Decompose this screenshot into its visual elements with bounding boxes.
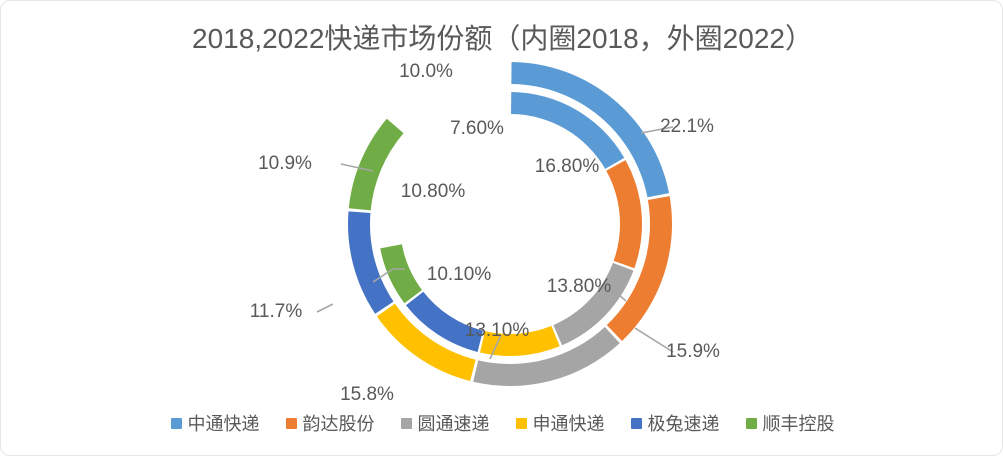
data-label-outer-yunda: 15.9% <box>666 341 720 362</box>
slice-5[interactable] <box>380 244 423 304</box>
slice-1[interactable] <box>606 196 672 342</box>
slice-4[interactable] <box>405 291 483 352</box>
data-label-inner-yunda: 13.80% <box>546 276 612 297</box>
chart-legend: 中通快递 韵达股份 圆通速递 申通快递 极兔速递 顺丰控股 <box>1 410 1003 436</box>
legend-label: 韵达股份 <box>302 414 375 434</box>
legend-swatch-icon <box>515 417 527 429</box>
data-label-inner-shunfeng: 7.60% <box>450 118 504 139</box>
data-label-inner-shentong: 10.10% <box>426 264 492 285</box>
data-label-inner-yuantong: 13.10% <box>464 320 530 341</box>
data-label-outer-yuantong: 15.8% <box>340 384 394 405</box>
leader-lines <box>316 126 674 360</box>
slice-1[interactable] <box>606 160 642 269</box>
legend-item-zhongtong[interactable]: 中通快递 <box>170 410 260 436</box>
slice-3[interactable] <box>480 325 560 357</box>
leader-line-1 <box>598 287 627 302</box>
legend-label: 极兔速递 <box>647 414 720 434</box>
doughnut-svg <box>316 62 674 386</box>
inner-ring-2018 <box>380 92 642 357</box>
leader-line-3 <box>489 334 502 360</box>
legend-swatch-icon <box>745 417 757 429</box>
data-label-outer-shunfeng: 10.0% <box>399 61 453 82</box>
outer-ring-2022 <box>348 62 672 386</box>
legend-swatch-icon <box>400 417 412 429</box>
data-label-outer-zhongtong: 22.1% <box>660 116 714 137</box>
chart-title: 2018,2022快递市场份额（内圈2018，外圈2022） <box>192 23 813 54</box>
slice-0[interactable] <box>511 62 670 198</box>
data-label-inner-zhongtong: 16.80% <box>534 156 600 177</box>
legend-swatch-icon <box>630 417 642 429</box>
leader-line-4 <box>372 268 405 283</box>
legend-swatch-icon <box>170 417 182 429</box>
slice-2[interactable] <box>473 326 620 386</box>
legend-label: 顺丰控股 <box>762 414 835 434</box>
leader-line-6 <box>340 163 374 172</box>
leader-line-2 <box>634 327 674 353</box>
legend-swatch-icon <box>285 417 297 429</box>
legend-item-yunda[interactable]: 韵达股份 <box>285 410 375 436</box>
data-label-outer-shentong: 11.7% <box>249 301 303 322</box>
slice-5[interactable] <box>348 118 404 211</box>
legend-item-shentong[interactable]: 申通快递 <box>515 410 605 436</box>
legend-item-yuantong[interactable]: 圆通速递 <box>400 410 490 436</box>
slice-0[interactable] <box>511 92 625 169</box>
legend-label: 申通快递 <box>532 414 605 434</box>
slice-4[interactable] <box>348 211 394 314</box>
legend-item-shunfeng[interactable]: 顺丰控股 <box>745 410 835 436</box>
legend-label: 中通快递 <box>187 414 260 434</box>
doughnut-chart-plot-area: 22.1% 16.80% 13.80% 15.9% 13.10% 15.8% 1… <box>1 1 1003 405</box>
data-label-inner-jitu: 10.80% <box>400 181 466 202</box>
legend-label: 圆通速递 <box>417 414 490 434</box>
legend-item-jitu[interactable]: 极兔速递 <box>630 410 720 436</box>
slice-2[interactable] <box>553 262 634 346</box>
slice-3[interactable] <box>376 303 476 382</box>
leader-line-5 <box>316 303 334 313</box>
leader-line-0 <box>640 126 674 134</box>
data-label-outer-jitu: 10.9% <box>258 153 312 174</box>
